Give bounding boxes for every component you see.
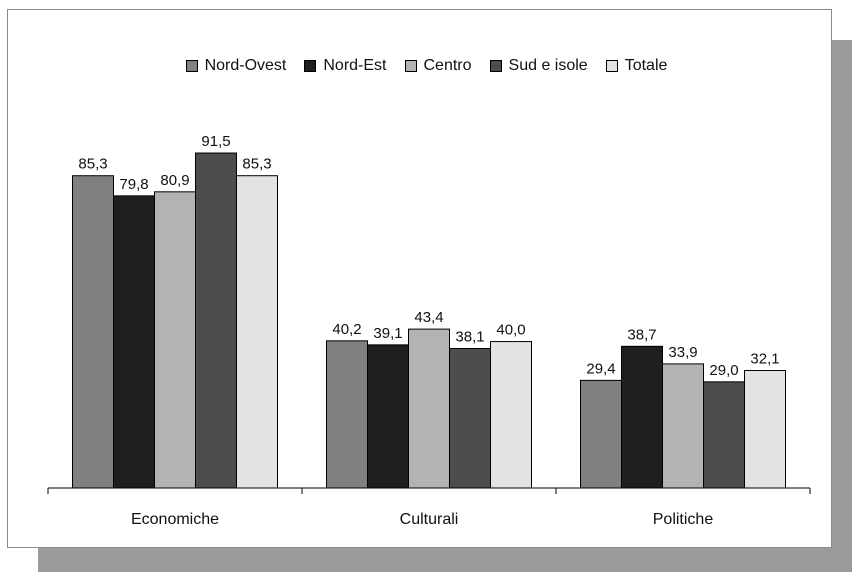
data-label: 80,9 (160, 172, 189, 189)
data-label: 79,8 (119, 176, 148, 193)
bar (490, 341, 532, 489)
data-label: 38,1 (455, 329, 484, 346)
legend-swatch (605, 60, 618, 72)
legend-item: Nord-Ovest (185, 57, 287, 75)
data-label: 32,1 (750, 350, 779, 367)
category-labels-group: Economiche Culturali Politiche (131, 511, 713, 528)
legend-item: Sud e isole (489, 57, 588, 75)
bar (703, 381, 745, 489)
chart-legend: Nord-Ovest Nord-Est Centro Sud e isole Total… (0, 57, 853, 75)
data-label: 29,0 (709, 362, 738, 379)
data-label: 91,5 (201, 133, 230, 150)
bar (744, 369, 786, 489)
data-label: 33,9 (668, 344, 697, 361)
data-label: 40,2 (332, 321, 361, 338)
legend-label: Nord-Est (323, 57, 387, 74)
data-label: 39,1 (373, 325, 402, 342)
legend-label: Sud e isole (508, 57, 588, 74)
data-label: 40,0 (496, 322, 525, 339)
legend-item: Centro (404, 57, 472, 75)
bar (154, 191, 196, 489)
data-label: 85,3 (242, 156, 271, 173)
bar (72, 175, 114, 489)
legend-label: Nord-Ovest (204, 57, 287, 74)
bar (367, 344, 409, 489)
legend-label: Centro (423, 57, 472, 74)
legend-label: Totale (624, 57, 668, 74)
legend-swatch (185, 60, 198, 72)
legend-swatch (304, 60, 317, 72)
bar (449, 348, 491, 489)
x-axis-ticks (47, 488, 811, 494)
bars-group (72, 152, 786, 489)
category-label: Economiche (131, 511, 219, 528)
data-label: 38,7 (627, 326, 656, 343)
value-labels-group: 85,3 79,8 80,9 91,5 85,3 40,2 39,1 43,4 38,1 40,0… (78, 133, 779, 379)
category-label: Culturali (400, 511, 459, 528)
bar (662, 363, 704, 489)
bar (326, 340, 368, 489)
bar (195, 152, 237, 489)
data-label: 85,3 (78, 156, 107, 173)
legend-item: Nord-Est (304, 57, 387, 75)
bar (113, 195, 155, 489)
bar (580, 379, 622, 489)
bar (621, 345, 663, 489)
category-label: Politiche (653, 511, 714, 528)
bar (408, 328, 450, 489)
bar (236, 175, 278, 489)
data-label: 43,4 (414, 309, 443, 326)
legend-swatch (489, 60, 502, 72)
legend-swatch (404, 60, 417, 72)
legend-item: Totale (605, 57, 668, 75)
data-label: 29,4 (586, 360, 615, 377)
